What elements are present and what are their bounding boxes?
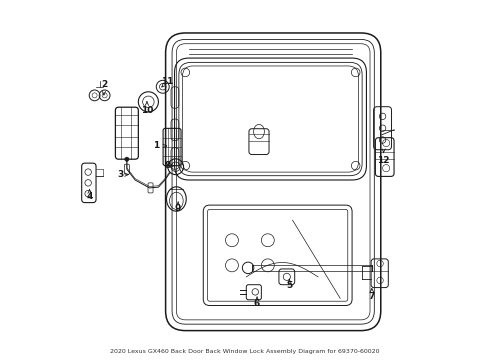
Text: 10: 10 <box>141 105 153 114</box>
Text: 2020 Lexus GX460 Back Door Back Window Lock Assembly Diagram for 69370-60020: 2020 Lexus GX460 Back Door Back Window L… <box>109 349 379 354</box>
Text: 4: 4 <box>86 192 93 201</box>
Text: 8: 8 <box>164 161 170 170</box>
Text: 1: 1 <box>153 141 160 150</box>
Circle shape <box>124 157 129 161</box>
Text: 11: 11 <box>161 77 173 86</box>
Text: 2: 2 <box>101 81 107 90</box>
Text: 9: 9 <box>175 204 181 213</box>
Text: 3: 3 <box>118 170 123 179</box>
Text: 6: 6 <box>253 299 260 308</box>
Text: 12: 12 <box>377 156 389 165</box>
Text: 5: 5 <box>285 281 292 290</box>
Text: 7: 7 <box>368 292 374 301</box>
